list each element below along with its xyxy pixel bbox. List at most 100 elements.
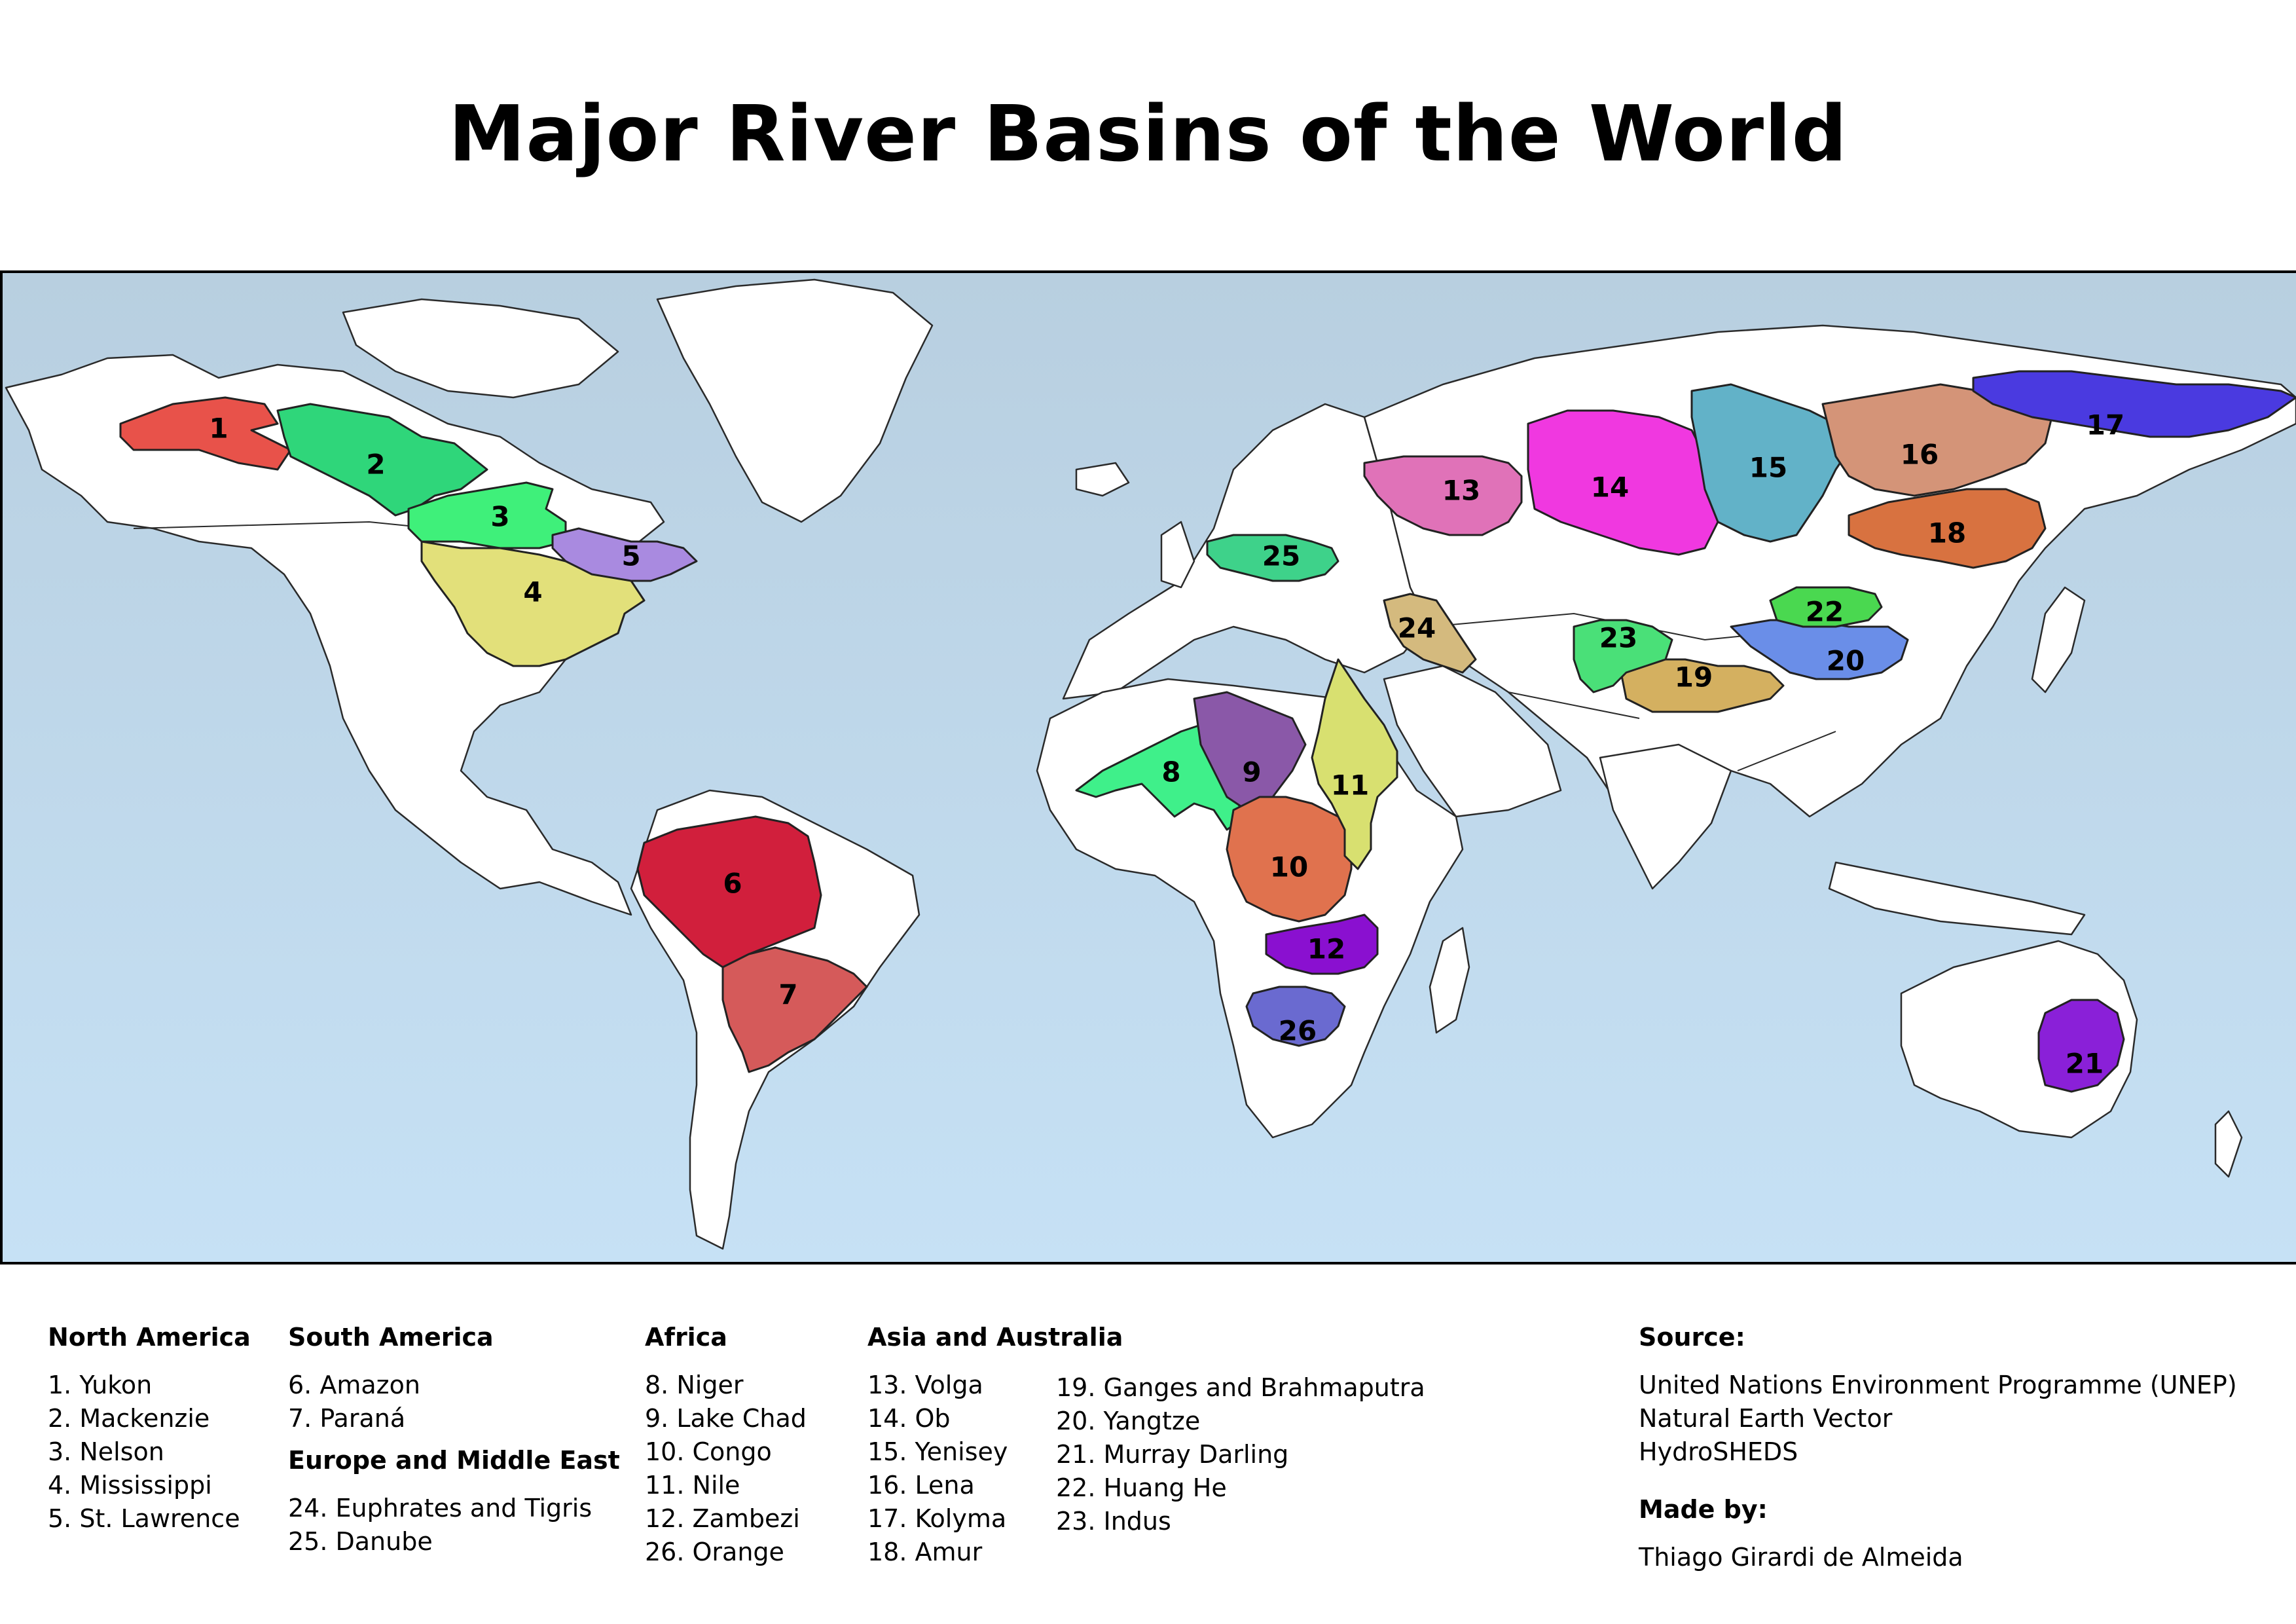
legend-item: 13. Volga xyxy=(867,1371,983,1399)
basin-label-10: 10 xyxy=(1270,851,1308,883)
legend-item: 8. Niger xyxy=(645,1371,744,1399)
legend-heading-north-america: North America xyxy=(48,1323,251,1352)
basin-shape-1 xyxy=(119,396,292,471)
basin-label-12: 12 xyxy=(1307,933,1345,965)
map-frame: 1 2 3 4 5 6 7 8 9 10 11 12 13 14 15 16 1… xyxy=(0,270,2296,1264)
basin-shape-22 xyxy=(1769,586,1883,628)
land-uk xyxy=(1160,521,1195,589)
basin-label-16: 16 xyxy=(1901,439,1939,471)
legend-item: 5. St. Lawrence xyxy=(48,1504,240,1533)
legend-item: 18. Amur xyxy=(867,1538,983,1566)
legend-heading-europe-middle-east: Europe and Middle East xyxy=(288,1446,620,1475)
legend-item: 2. Mackenzie xyxy=(48,1404,210,1433)
basin-shape-16 xyxy=(1821,383,2053,497)
legend-source: Source: United Nations Environment Progr… xyxy=(1639,1323,2237,1574)
basin-label-25: 25 xyxy=(1262,540,1300,572)
legend-north-america: North America 1. Yukon 2. Mackenzie 3. N… xyxy=(48,1323,251,1536)
legend-heading-south-america: South America xyxy=(288,1323,494,1352)
land-greenland xyxy=(656,278,934,523)
source-item: HydroSHEDS xyxy=(1639,1437,1798,1466)
map-title: Major River Basins of the World xyxy=(448,88,1848,179)
basin-shape-14 xyxy=(1527,409,1719,556)
basin-label-15: 15 xyxy=(1749,452,1787,484)
basin-label-20: 20 xyxy=(1827,645,1865,677)
legend-heading-source: Source: xyxy=(1639,1323,1745,1352)
legend-item: 21. Murray Darling xyxy=(1056,1440,1289,1469)
legend-item: 4. Mississippi xyxy=(48,1471,212,1500)
basin-label-19: 19 xyxy=(1675,661,1713,693)
legend-south-america: South America 6. Amazon 7. Paraná Europe… xyxy=(288,1323,620,1559)
basin-label-21: 21 xyxy=(2066,1048,2104,1080)
basin-shape-2 xyxy=(276,403,488,517)
land-arctic-islands xyxy=(342,298,619,399)
basin-label-9: 9 xyxy=(1242,756,1261,788)
basin-label-3: 3 xyxy=(490,501,509,533)
basin-label-4: 4 xyxy=(523,576,542,608)
basin-label-23: 23 xyxy=(1599,622,1637,654)
basin-shape-5 xyxy=(551,527,698,582)
basin-shape-24 xyxy=(1383,593,1477,674)
basin-label-24: 24 xyxy=(1398,612,1436,644)
legend-item: 26. Orange xyxy=(645,1538,784,1566)
basin-shape-11 xyxy=(1311,658,1398,870)
basin-label-2: 2 xyxy=(366,449,385,481)
legend-asia-australia: Asia and Australia 13. Volga 14. Ob 15. … xyxy=(867,1323,1123,1569)
basin-shape-7 xyxy=(721,946,868,1073)
basin-shape-10 xyxy=(1226,796,1353,923)
legend-item: 24. Euphrates and Tigris xyxy=(288,1494,592,1522)
legend-item: 20. Yangtze xyxy=(1056,1407,1201,1435)
basin-shape-26 xyxy=(1245,986,1346,1047)
legend-asia-australia-2: 19. Ganges and Brahmaputra 20. Yangtze 2… xyxy=(1056,1371,1425,1538)
basin-label-7: 7 xyxy=(778,979,797,1011)
basin-label-6: 6 xyxy=(723,868,742,900)
legend-item: 1. Yukon xyxy=(48,1371,153,1399)
legend-item: 22. Huang He xyxy=(1056,1473,1227,1502)
basin-shape-25 xyxy=(1206,534,1339,582)
basin-shape-21 xyxy=(2037,999,2125,1093)
basin-shape-23 xyxy=(1573,619,1673,693)
basin-label-17: 17 xyxy=(2086,409,2124,441)
source-item: United Nations Environment Programme (UN… xyxy=(1639,1371,2237,1399)
basin-label-11: 11 xyxy=(1331,769,1369,802)
basin-shape-17 xyxy=(1972,370,2296,438)
land-iceland xyxy=(1075,462,1130,497)
basin-label-13: 13 xyxy=(1442,475,1480,507)
basin-label-1: 1 xyxy=(209,413,228,445)
basin-shape-12 xyxy=(1265,913,1379,975)
land-india xyxy=(1599,743,1732,890)
basin-label-5: 5 xyxy=(621,540,640,572)
basin-label-8: 8 xyxy=(1161,756,1180,788)
legend-item: 17. Kolyma xyxy=(867,1504,1007,1533)
legend-item: 14. Ob xyxy=(867,1404,951,1433)
basin-shape-18 xyxy=(1848,488,2047,569)
legend-heading-asia-australia: Asia and Australia xyxy=(867,1323,1123,1352)
basin-label-18: 18 xyxy=(1928,517,1966,549)
legend-africa: Africa 8. Niger 9. Lake Chad 10. Congo 1… xyxy=(645,1323,807,1569)
legend-heading-made-by: Made by: xyxy=(1639,1495,1768,1524)
legend-heading-africa: Africa xyxy=(645,1323,727,1352)
legend-item: 16. Lena xyxy=(867,1471,975,1500)
legend-item: 12. Zambezi xyxy=(645,1504,800,1533)
legend-item: 23. Indus xyxy=(1056,1507,1171,1536)
legend-item: 11. Nile xyxy=(645,1471,740,1500)
basins-layer xyxy=(119,370,2296,1093)
world-map: 1 2 3 4 5 6 7 8 9 10 11 12 13 14 15 16 1… xyxy=(3,273,2296,1262)
legend-item: 25. Danube xyxy=(288,1527,433,1556)
legend-item: 6. Amazon xyxy=(288,1371,420,1399)
legend-item: 15. Yenisey xyxy=(867,1437,1008,1466)
basin-label-22: 22 xyxy=(1806,596,1844,628)
basin-shape-15 xyxy=(1690,383,1850,543)
basin-label-14: 14 xyxy=(1591,471,1629,504)
legend-item: 19. Ganges and Brahmaputra xyxy=(1056,1373,1425,1402)
land-madagascar xyxy=(1429,927,1470,1034)
source-item: Natural Earth Vector xyxy=(1639,1404,1893,1433)
basin-label-26: 26 xyxy=(1279,1015,1317,1047)
land-japan xyxy=(2031,586,2086,693)
land-indonesia xyxy=(1828,861,2086,936)
labels-layer: 1 2 3 4 5 6 7 8 9 10 11 12 13 14 15 16 1… xyxy=(209,409,2124,1080)
legend-item: 7. Paraná xyxy=(288,1404,406,1433)
basin-shape-13 xyxy=(1363,455,1523,536)
author-name: Thiago Girardi de Almeida xyxy=(1639,1543,1963,1572)
legend-item: 3. Nelson xyxy=(48,1437,164,1466)
basin-shape-6 xyxy=(636,815,822,969)
